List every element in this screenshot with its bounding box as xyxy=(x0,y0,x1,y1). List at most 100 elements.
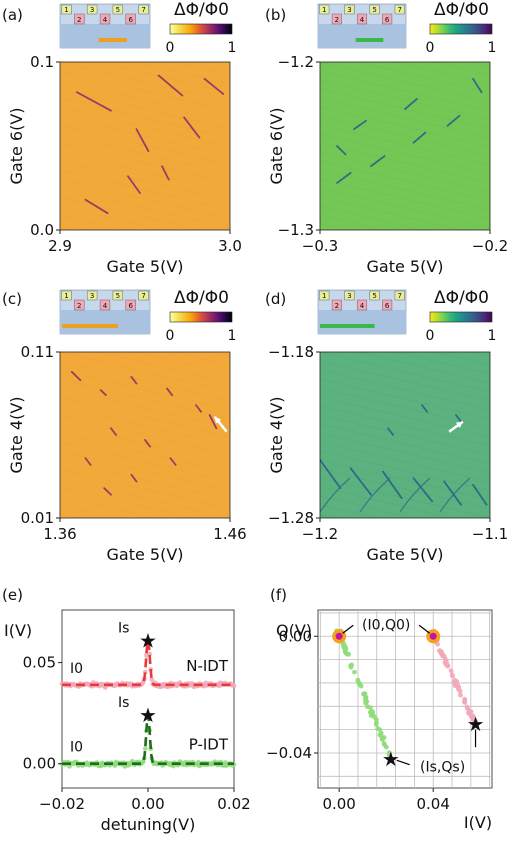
transition-curve xyxy=(399,477,431,513)
inset-gate-label: 6 xyxy=(385,16,390,24)
scatter-point xyxy=(362,691,368,697)
scatter-point xyxy=(449,672,455,678)
scatter-point xyxy=(458,692,463,698)
inset-gate-label: 1 xyxy=(322,6,326,14)
inset-gate-3 xyxy=(344,4,355,15)
heatmap-texture-line xyxy=(356,62,490,94)
y-axis-label: Gate 4(V) xyxy=(267,396,286,473)
heatmap-texture-line xyxy=(60,477,230,518)
baseline-label: I0 xyxy=(70,740,83,756)
panel-tag: (f) xyxy=(270,586,287,604)
y-tick-label: 0.05 xyxy=(23,654,56,672)
heatmap-texture-line xyxy=(60,559,230,599)
transition-line xyxy=(127,175,141,194)
scatter-point xyxy=(435,641,441,647)
inset-gate-2 xyxy=(74,13,85,25)
heatmap-texture-line xyxy=(320,360,490,402)
heatmap-texture-line xyxy=(320,405,490,447)
transition-line xyxy=(166,387,174,397)
heatmap-texture-line xyxy=(60,369,230,411)
transition-line xyxy=(353,119,367,131)
heatmap-texture-line xyxy=(60,423,230,465)
scatter-point xyxy=(462,697,468,703)
heatmap-texture-line xyxy=(60,568,230,608)
inset-lower-layer xyxy=(318,24,406,48)
heatmap-texture-line xyxy=(60,352,230,393)
y-tick-label: −1.18 xyxy=(268,343,314,361)
inset-electron-layer xyxy=(320,324,375,328)
heatmap-texture-line xyxy=(320,468,490,510)
heatmap-texture-line xyxy=(320,79,490,121)
inset-gate-label: 1 xyxy=(64,6,68,14)
heatmap-texture-line xyxy=(320,486,454,518)
inset-gate-4 xyxy=(99,299,111,311)
heatmap-texture-line xyxy=(60,205,164,230)
colorbar-tick-label: 0 xyxy=(166,40,175,56)
inset-gate-label: 4 xyxy=(103,16,108,24)
scatter-point xyxy=(383,744,389,750)
peak-label: Is xyxy=(118,620,129,636)
inset-gate-5 xyxy=(112,290,124,301)
heatmap-texture-line xyxy=(60,133,230,175)
x-tick-label: −0.3 xyxy=(302,237,338,255)
transition-line xyxy=(412,131,427,144)
x-tick-label: 1.46 xyxy=(213,525,246,543)
transition-line xyxy=(103,487,112,496)
transition-line xyxy=(169,457,177,466)
scatter-point xyxy=(439,649,444,655)
transition-line xyxy=(208,414,218,430)
colorbar-tick-label: 1 xyxy=(228,328,237,344)
heatmap-texture-line xyxy=(60,387,230,429)
heatmap-texture-line xyxy=(395,352,490,375)
inset-gate-label: 6 xyxy=(128,302,133,310)
x-tick-label: 0.02 xyxy=(217,795,250,813)
scatter-point xyxy=(374,717,379,723)
scatter-point xyxy=(442,660,448,666)
inset-gate-4 xyxy=(356,299,368,311)
heatmap-texture-line xyxy=(96,62,230,94)
inset-gate-label: 3 xyxy=(90,292,94,300)
transition-line xyxy=(84,198,109,215)
heatmap-texture-line xyxy=(60,414,230,456)
colorbar xyxy=(429,23,493,35)
heatmap-texture-line xyxy=(320,414,490,456)
inset-gate-label: 7 xyxy=(141,292,145,300)
peak-label: Is xyxy=(118,695,129,711)
x-axis-label: I(V) xyxy=(464,813,492,832)
inset-gate-1 xyxy=(319,290,330,301)
heatmap-texture-line xyxy=(433,352,490,366)
scatter-point xyxy=(452,683,458,689)
scatter-point xyxy=(352,669,357,675)
scatter-point xyxy=(368,705,373,711)
inset-gate-label: 5 xyxy=(116,6,120,14)
transition-line xyxy=(135,128,150,152)
noisy-data-point xyxy=(231,683,237,689)
transition-line xyxy=(370,155,386,168)
transition-line xyxy=(381,470,403,499)
heatmap-texture-line xyxy=(60,468,230,510)
transition-line xyxy=(144,439,152,448)
inset-gate-4 xyxy=(99,13,111,25)
noisy-data-point xyxy=(140,759,146,765)
scatter-point xyxy=(363,694,369,700)
heatmap-texture-line xyxy=(60,214,126,230)
heatmap-texture-line xyxy=(60,178,230,220)
inset-gate-3 xyxy=(86,290,98,301)
heatmap-texture-line xyxy=(173,352,230,366)
x-tick-label: 0.00 xyxy=(131,795,164,813)
heatmap-texture-line xyxy=(320,142,490,184)
scatter-point xyxy=(377,727,383,733)
transition-line xyxy=(336,171,352,184)
heatmap-texture-line xyxy=(320,115,490,157)
colorbar-tick-label: 0 xyxy=(166,328,175,344)
arrow-line xyxy=(396,759,410,766)
inset-gate-2 xyxy=(74,299,85,311)
inset-gate-2 xyxy=(331,13,342,25)
transition-line xyxy=(130,473,138,483)
x-axis-label: Gate 5(V) xyxy=(366,257,443,276)
transition-line xyxy=(84,457,92,466)
heatmap-texture-line xyxy=(320,352,490,393)
